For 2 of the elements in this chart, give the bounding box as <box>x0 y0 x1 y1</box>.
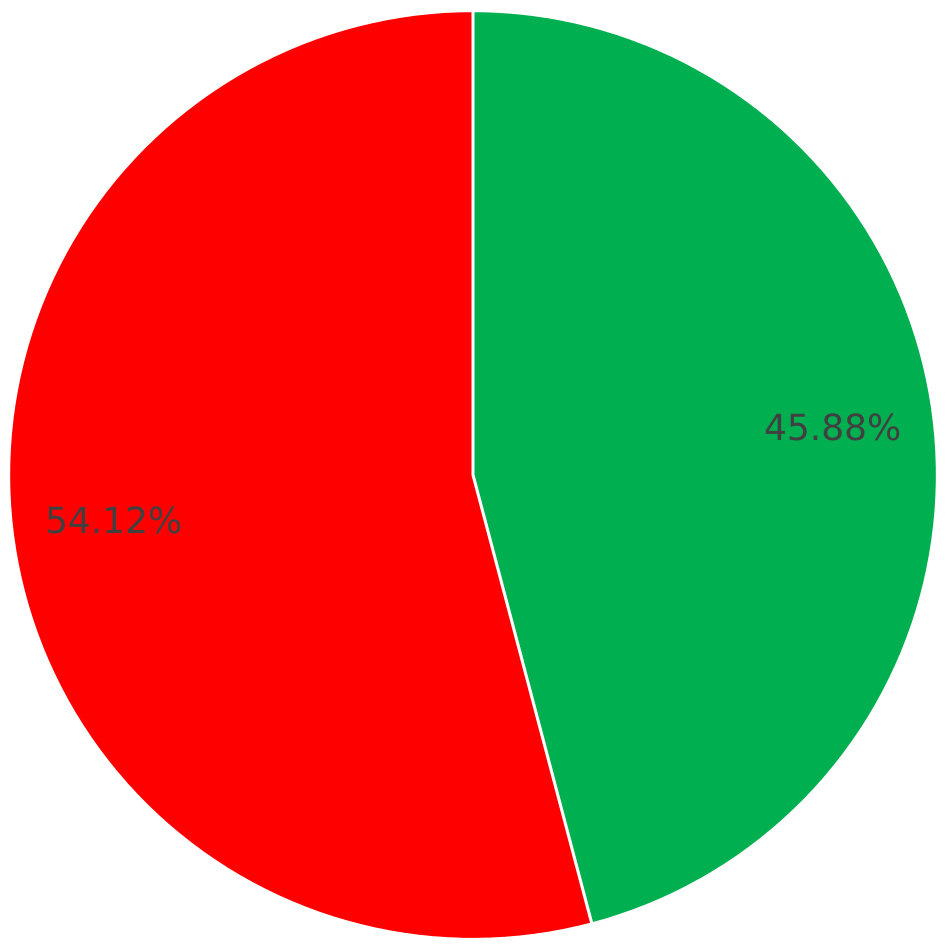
data-label: 54.12% <box>45 501 182 542</box>
data-label: 45.88% <box>764 408 902 449</box>
